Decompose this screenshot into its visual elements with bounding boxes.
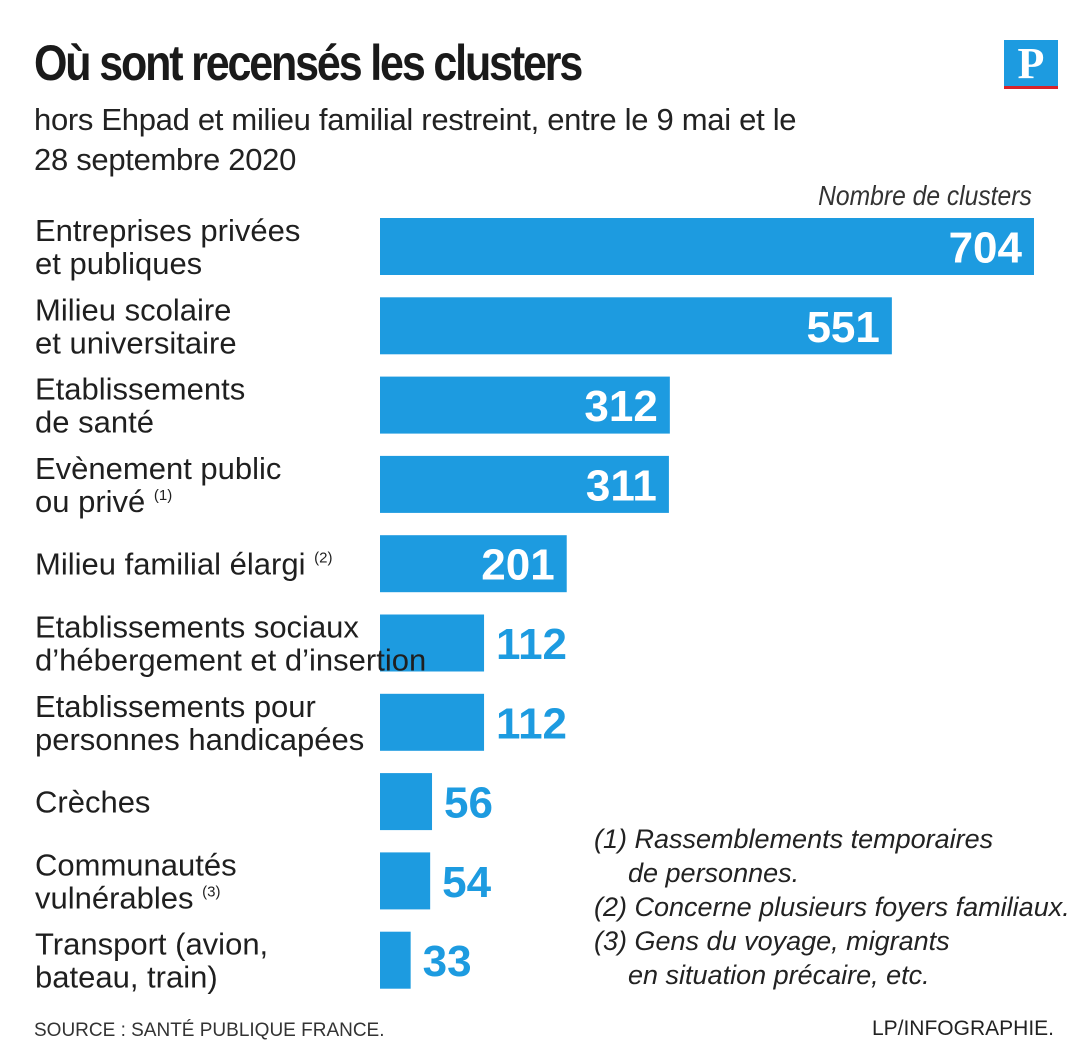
category-label-0-line-0: Entreprises privées — [35, 213, 300, 248]
footnote-3-continued: en situation précaire, etc. — [628, 960, 930, 990]
value-label-2: 312 — [584, 382, 657, 431]
category-label-6-line-0: Etablissements pour — [35, 689, 316, 724]
category-label-3-line-0: Evènement public — [35, 451, 281, 486]
bar-9 — [380, 931, 411, 989]
value-label-5: 112 — [496, 620, 567, 669]
category-label-5-line-1: d’hébergement et d’insertion — [35, 643, 426, 678]
category-label-7: Crèches — [35, 785, 150, 820]
category-label-6-line-1: personnes handicapées — [35, 722, 364, 757]
bar-8 — [380, 852, 431, 910]
category-label-2-line-1: de santé — [35, 405, 154, 440]
category-label-1-line-0: Milieu scolaire — [35, 292, 231, 327]
bar-1 — [380, 297, 892, 355]
value-label-1: 551 — [806, 303, 879, 352]
value-label-6: 112 — [496, 699, 567, 748]
bar-0 — [380, 218, 1034, 275]
bar-7 — [380, 773, 433, 831]
category-label-9-line-1: bateau, train) — [35, 960, 218, 995]
category-label-5-line-0: Etablissements sociaux — [35, 610, 359, 645]
source-credit: SOURCE : SANTÉ PUBLIQUE FRANCE. — [34, 1020, 385, 1041]
chart-title: Où sont recensés les clusters — [34, 35, 583, 91]
footnote-2: (2) Concerne plusieurs foyers familiaux. — [594, 892, 1070, 922]
category-label-2-line-0: Etablissements — [35, 372, 245, 407]
le-parisien-logo: P — [1004, 40, 1058, 88]
footnote-1: (1) Rassemblements temporaires — [594, 824, 994, 854]
value-label-8: 54 — [442, 858, 491, 907]
bar-2 — [380, 376, 670, 434]
bar-6 — [380, 693, 485, 751]
category-label-9-line-0: Transport (avion, — [35, 927, 268, 962]
category-label-0-line-1: et publiques — [35, 246, 202, 281]
bar-4 — [380, 535, 567, 593]
series-label: Nombre de clusters — [818, 180, 1032, 211]
value-label-3: 311 — [586, 461, 657, 510]
category-label-8-line-0: Communautés — [35, 847, 237, 882]
category-label-1-line-1: et universitaire — [35, 325, 237, 360]
infographic-credit: LP/INFOGRAPHIE. — [871, 1017, 1054, 1040]
footnote-3: (3) Gens du voyage, migrants — [594, 926, 950, 956]
logo-underline — [1004, 86, 1058, 89]
bar-5 — [380, 614, 485, 672]
category-label-4: Milieu familial élargi (2) — [35, 547, 332, 582]
footnote-1-continued: de personnes. — [628, 858, 800, 888]
footnotes: (1) Rassemblements temporaires de person… — [594, 822, 1070, 992]
bar-3 — [380, 455, 669, 513]
value-label-4: 201 — [481, 541, 554, 590]
value-label-0: 704 — [949, 224, 1023, 273]
chart-subtitle: hors Ehpad et milieu familial restreint,… — [34, 102, 797, 177]
category-label-3-line-1: ou privé (1) — [35, 484, 172, 519]
value-label-7: 56 — [444, 779, 493, 828]
value-label-9: 33 — [423, 937, 472, 986]
category-label-8-line-1: vulnérables (3) — [35, 880, 221, 915]
